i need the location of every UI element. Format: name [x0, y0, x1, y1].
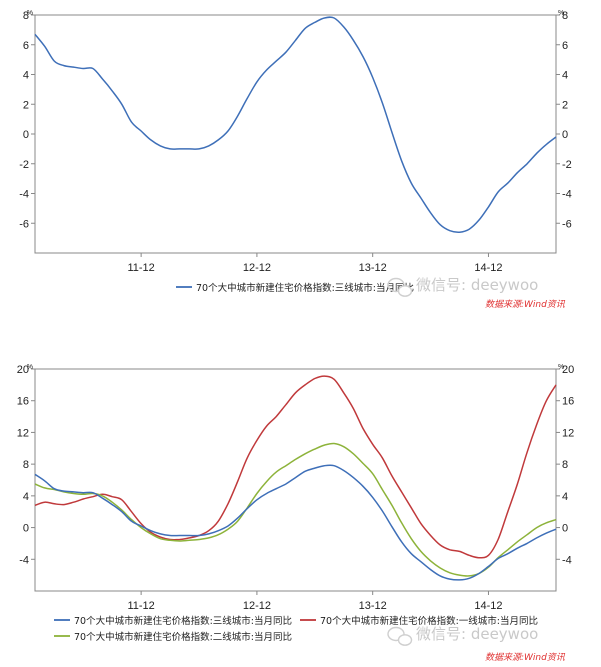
unit-left-bottom: %: [27, 364, 33, 371]
legend-top: 70个大中城市新建住宅价格指数:三线城市:当月同比: [176, 282, 414, 294]
legend-label-bottom-0: 70个大中城市新建住宅价格指数:三线城市:当月同比: [74, 615, 292, 627]
y-tick-label-right: 6: [562, 40, 568, 52]
y-ticks-top: -6 -6 -4 -4 -2 -2 0 0 2 2 4 4 6 6 8 8: [19, 10, 572, 230]
y-tick-label-right: -2: [562, 159, 572, 171]
y-tick-label-left: 16: [17, 396, 29, 408]
unit-right-bottom: %: [558, 364, 564, 371]
legend-label-top-0: 70个大中城市新建住宅价格指数:三线城市:当月同比: [196, 282, 414, 294]
x-tick-label: 11-12: [127, 600, 154, 612]
x-tick-label: 12-12: [243, 600, 271, 612]
series-line-1-1: [34, 375, 557, 559]
watermark-top: 微信号: deeywoo: [387, 276, 538, 297]
legend-bottom: 70个大中城市新建住宅价格指数:三线城市:当月同比 70个大中城市新建住宅价格指…: [54, 615, 538, 643]
x-ticks-top: 11-12 12-12 13-12 14-12: [127, 253, 503, 274]
source-note-bottom: 数据来源:Wind资讯: [485, 652, 566, 663]
y-tick-label-right: 16: [562, 396, 574, 408]
x-tick-label: 14-12: [474, 600, 502, 612]
watermark-text-top: 微信号: deeywoo: [416, 276, 538, 294]
y-tick-label-left: 12: [17, 427, 29, 439]
x-tick-label: 14-12: [474, 262, 502, 274]
chart-bottom: -4 -4 0 0 4 4 8 8 12 12 16 16 20 20 11-12 12-12 13-12 14…: [17, 364, 575, 643]
y-tick-label-left: 4: [23, 70, 29, 82]
x-tick-label: 13-12: [359, 600, 387, 612]
series-lines-bottom: [34, 375, 557, 581]
y-ticks-bottom: -4 -4 0 0 4 4 8 8 12 12 16 16 20 20: [17, 364, 575, 566]
y-tick-label-left: 0: [23, 129, 29, 141]
y-tick-label-left: -2: [19, 159, 29, 171]
x-tick-label: 12-12: [243, 262, 271, 274]
y-tick-label-left: 0: [23, 523, 29, 535]
y-tick-label-left: -6: [19, 218, 29, 230]
series-line-0-0: [34, 16, 557, 233]
y-tick-label-right: -4: [562, 189, 572, 201]
y-tick-label-left: -4: [19, 554, 29, 566]
y-tick-label-right: 12: [562, 427, 574, 439]
chart-top: -6 -6 -4 -4 -2 -2 0 0 2 2 4 4 6 6 8 8 11-12 12-12 13-12 14…: [19, 10, 572, 294]
wechat-icon: [387, 626, 413, 646]
x-tick-label: 13-12: [359, 262, 387, 274]
wechat-icon: [387, 277, 413, 297]
y-tick-label-right: 20: [562, 364, 574, 376]
y-tick-label-right: 0: [562, 129, 568, 141]
legend-label-bottom-1: 70个大中城市新建住宅价格指数:一线城市:当月同比: [320, 615, 538, 627]
plot-frame-top: [34, 14, 557, 254]
series-lines-top: [34, 16, 557, 233]
y-tick-label-right: -6: [562, 218, 572, 230]
source-note-top: 数据来源:Wind资讯: [485, 299, 566, 310]
y-tick-label-left: 20: [17, 364, 29, 376]
y-tick-label-left: 8: [23, 459, 29, 471]
x-ticks-bottom: 11-12 12-12 13-12 14-12: [127, 591, 503, 612]
y-tick-label-left: -4: [19, 189, 29, 201]
y-tick-label-right: 2: [562, 99, 568, 111]
y-tick-label-left: 8: [23, 10, 29, 22]
y-tick-label-right: 8: [562, 10, 568, 22]
y-tick-label-right: 0: [562, 523, 568, 535]
y-tick-label-right: 4: [562, 491, 568, 503]
plot-frame-bottom: [34, 368, 557, 592]
y-tick-label-left: 6: [23, 40, 29, 52]
x-tick-label: 11-12: [127, 262, 154, 274]
series-line-1-2: [34, 442, 557, 577]
watermark-text-bottom: 微信号: deeywoo: [416, 625, 538, 643]
unit-left-top: %: [27, 10, 33, 17]
y-tick-label-left: 2: [23, 99, 29, 111]
legend-label-bottom-2: 70个大中城市新建住宅价格指数:二线城市:当月同比: [74, 631, 292, 643]
series-line-1-0: [34, 464, 557, 581]
watermark-bottom: 微信号: deeywoo: [387, 625, 538, 646]
y-tick-label-right: 4: [562, 70, 568, 82]
y-tick-label-left: 4: [23, 491, 29, 503]
y-tick-label-right: -4: [562, 554, 572, 566]
unit-right-top: %: [558, 10, 564, 17]
y-tick-label-right: 8: [562, 459, 568, 471]
